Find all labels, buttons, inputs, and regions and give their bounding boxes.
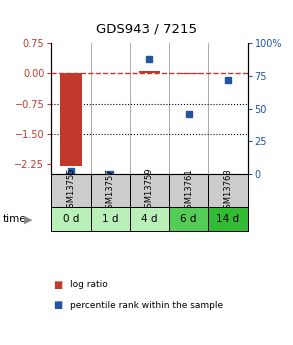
Bar: [60, 73, 82, 166]
Bar: [130, 174, 169, 207]
Text: GSM13757: GSM13757: [106, 168, 115, 214]
Text: ■: ■: [53, 300, 62, 310]
Bar: [130, 207, 169, 231]
Text: 0 d: 0 d: [63, 214, 79, 224]
Bar: [208, 207, 248, 231]
Bar: [51, 207, 91, 231]
Bar: [169, 174, 208, 207]
Bar: [208, 174, 248, 207]
Text: GSM13761: GSM13761: [184, 168, 193, 214]
Text: 1 d: 1 d: [102, 214, 118, 224]
Text: time: time: [3, 214, 27, 224]
Text: GDS943 / 7215: GDS943 / 7215: [96, 22, 197, 36]
Text: 6 d: 6 d: [180, 214, 197, 224]
Text: 14 d: 14 d: [217, 214, 239, 224]
Text: GSM13755: GSM13755: [67, 168, 75, 214]
Bar: [169, 207, 208, 231]
Bar: [178, 73, 200, 74]
Text: 4 d: 4 d: [141, 214, 158, 224]
Bar: [51, 174, 91, 207]
Text: GSM13763: GSM13763: [224, 168, 232, 214]
Text: GSM13759: GSM13759: [145, 168, 154, 214]
Text: ■: ■: [53, 280, 62, 289]
Bar: [139, 70, 160, 73]
Bar: [91, 174, 130, 207]
Bar: [217, 72, 239, 73]
Text: log ratio: log ratio: [70, 280, 108, 289]
Text: percentile rank within the sample: percentile rank within the sample: [70, 301, 224, 310]
Text: ▶: ▶: [23, 214, 32, 224]
Bar: [91, 207, 130, 231]
